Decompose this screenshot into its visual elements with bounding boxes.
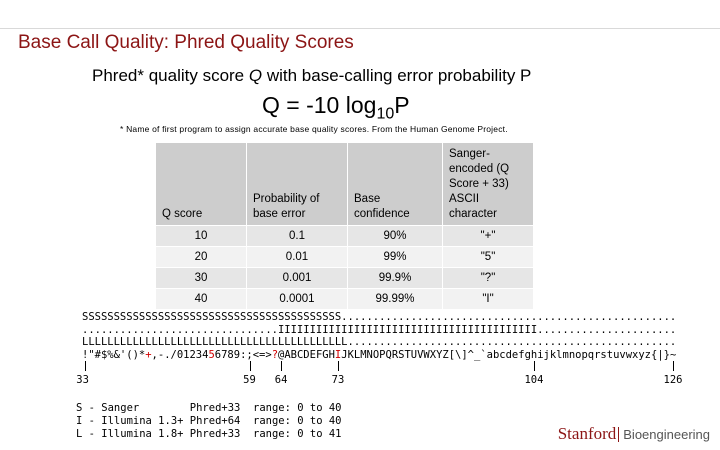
slide-title: Base Call Quality: Phred Quality Scores xyxy=(18,32,354,53)
range-line: SSSSSSSSSSSSSSSSSSSSSSSSSSSSSSSSSSSSSSSS… xyxy=(82,311,677,323)
scale: 33 59 64 73 104 126 xyxy=(76,361,683,387)
table-cell: 99.99% xyxy=(347,288,443,310)
table-cell: "I" xyxy=(442,288,534,310)
text: 10 xyxy=(376,105,395,123)
ascii-segment: JKLMNOPQRSTUVWXYZ[\]^_`abcdefghijklmnopq… xyxy=(341,348,677,361)
tick-mark xyxy=(281,361,283,372)
ascii-segment: ,-./01234 xyxy=(151,348,209,361)
encoding-legend: S - Sanger Phred+33 range: 0 to 40 I - Il… xyxy=(76,402,342,441)
table-cell: 99% xyxy=(347,246,443,268)
brand: Stanford xyxy=(557,424,617,443)
ascii-segment: 5 xyxy=(208,348,215,361)
scale-label: 73 xyxy=(331,374,345,387)
tick-mark xyxy=(673,361,674,372)
table-row: 20 0.01 99% "5" xyxy=(155,246,534,268)
encoding-diagram: SSSSSSSSSSSSSSSSSSSSSSSSSSSSSSSSSSSSSSSS… xyxy=(76,311,683,387)
footnote: * Name of first program to assign accura… xyxy=(120,124,508,134)
table-cell: 40 xyxy=(155,288,247,310)
tick-mark xyxy=(533,361,535,372)
table-cell: 0.0001 xyxy=(246,288,348,310)
ascii-segment: ? xyxy=(271,348,279,361)
table-cell: 20 xyxy=(155,246,247,268)
table-cell: 0.001 xyxy=(246,267,348,289)
table-body: 10 0.1 90% "+" 20 0.01 99% "5" 30 0.001 99.9% "?" 40… xyxy=(155,225,534,310)
scale-label: 64 xyxy=(274,374,288,387)
table-cell: 90% xyxy=(347,225,443,247)
formula: Q = -10 log10P xyxy=(262,92,410,124)
ascii-segment: @ABCDEFGH xyxy=(278,348,335,361)
text: Q = -10 log xyxy=(262,92,377,118)
text: P xyxy=(394,92,410,118)
header-cell: Q score xyxy=(155,142,247,226)
legend-line: S - Sanger Phred+33 range: 0 to 40 xyxy=(76,402,342,414)
tick-mark xyxy=(85,361,87,372)
legend-line: L - Illumina 1.8+ Phred+33 range: 0 to 4… xyxy=(76,428,342,440)
legend-line: I - Illumina 1.3+ Phred+64 range: 0 to 4… xyxy=(76,415,342,427)
tick-mark xyxy=(249,361,251,372)
text: Q xyxy=(248,66,263,85)
quality-table: Q score Probability of base error Base con… xyxy=(155,142,534,310)
table-cell: 99.9% xyxy=(347,267,443,289)
ascii-segment: 6789:;<=> xyxy=(214,348,272,361)
scale-label: 33 xyxy=(76,374,89,387)
table-row: 40 0.0001 99.99% "I" xyxy=(155,288,534,310)
department: Bioengineering xyxy=(618,427,710,442)
tick-mark xyxy=(337,361,339,372)
range-line: ...............................IIIIIIIII… xyxy=(82,323,677,336)
range-line: LLLLLLLLLLLLLLLLLLLLLLLLLLLLLLLLLLLLLLLL… xyxy=(82,336,677,349)
subtitle: Phred* quality score Q with base-calling… xyxy=(92,66,531,86)
ascii-segment: I xyxy=(334,348,342,361)
table-cell: 0.1 xyxy=(246,225,348,247)
header-row: Q score Probability of base error Base con… xyxy=(155,142,534,226)
text: with base-calling error probability P xyxy=(262,66,532,85)
scale-label: 126 xyxy=(663,374,683,387)
table-row: 10 0.1 90% "+" xyxy=(155,225,534,247)
table-cell: "+" xyxy=(442,225,534,247)
table-cell: 30 xyxy=(155,267,247,289)
header-cell: Probability of base error xyxy=(246,142,348,226)
divider xyxy=(0,28,720,29)
scale-label: 59 xyxy=(243,374,256,387)
header-cell: Sanger-encoded (Q Score + 33) ASCII char… xyxy=(442,142,534,226)
ascii-line: !"#$%&'()*+,-./0123456789:;<=>?@ABCDEFGH… xyxy=(82,349,682,362)
ascii-segment: !"#$%&'()* xyxy=(82,348,146,361)
scale-label: 104 xyxy=(524,374,544,387)
text: Phred* quality score xyxy=(92,66,249,85)
logo: Stanford Bioengineering xyxy=(558,424,710,444)
table-cell: 10 xyxy=(155,225,247,247)
header-cell: Base confidence xyxy=(347,142,443,226)
table-cell: "?" xyxy=(442,267,534,289)
table-cell: "5" xyxy=(442,246,534,268)
table-cell: 0.01 xyxy=(246,246,348,268)
ascii-segment: + xyxy=(145,348,152,361)
table-row: 30 0.001 99.9% "?" xyxy=(155,267,534,289)
